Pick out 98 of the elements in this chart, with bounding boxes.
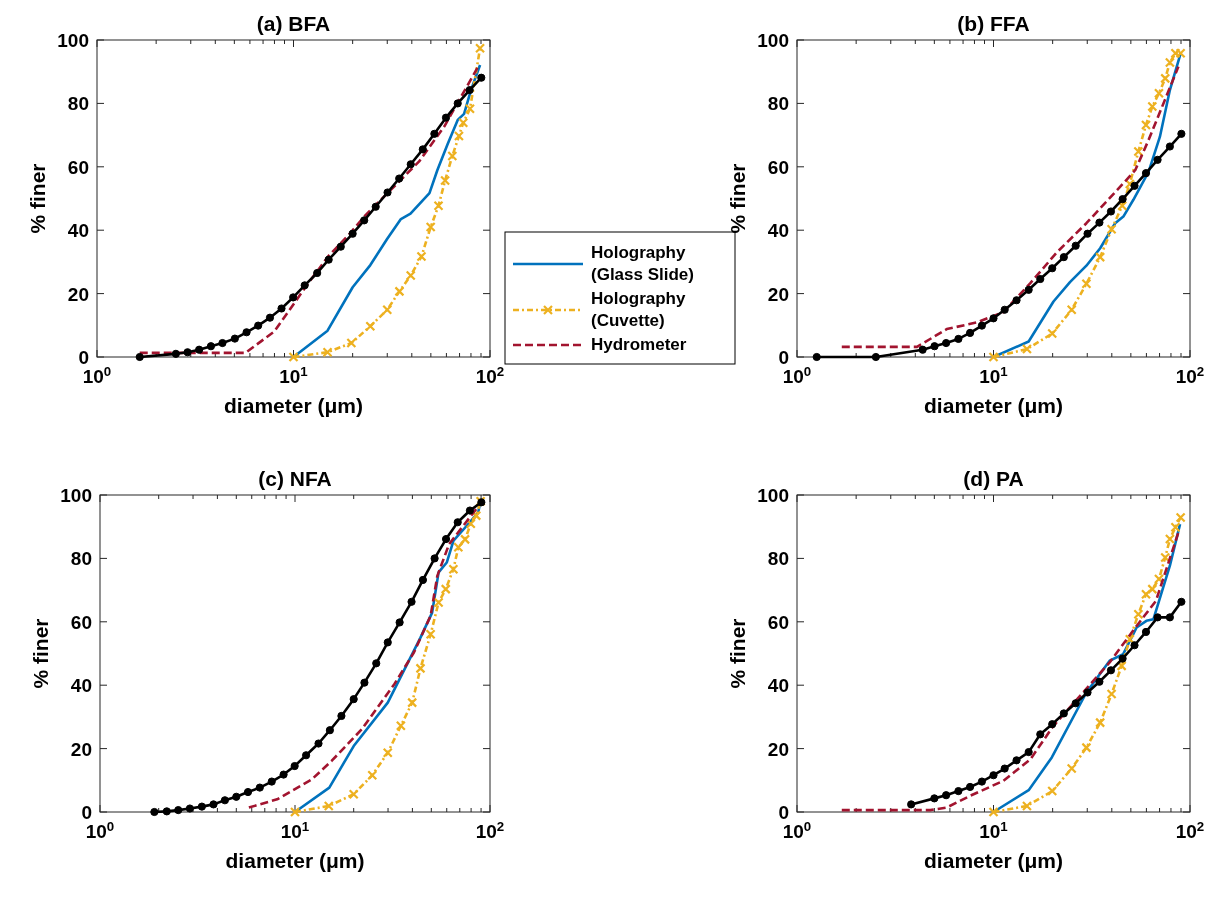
y-tick-label: 100 <box>60 485 92 506</box>
y-tick-label: 40 <box>767 675 789 697</box>
y-tick-label: 20 <box>767 738 789 760</box>
y-tick-label: 80 <box>767 548 789 570</box>
x-tick-label: 10$^{1}$ <box>979 363 1009 387</box>
point <box>255 783 264 792</box>
y-axis-title: % finer <box>726 618 749 689</box>
y-tick-label: 60 <box>70 611 92 633</box>
y-tick-label: 100 <box>757 485 789 506</box>
point <box>195 345 204 354</box>
point <box>430 554 439 563</box>
x-tick-label: 10$^{1}$ <box>279 363 309 387</box>
y-tick-label: 60 <box>67 156 89 178</box>
point <box>407 597 416 606</box>
point <box>477 73 486 82</box>
x-tick-label: 10$^{2}$ <box>475 363 505 387</box>
point <box>336 242 345 251</box>
point <box>465 506 475 515</box>
point <box>171 349 180 358</box>
point <box>313 268 322 278</box>
point <box>265 313 275 322</box>
point <box>218 338 227 348</box>
y-tick-label: 20 <box>67 283 89 305</box>
legend-label: Hydrometer <box>591 335 687 354</box>
chart-title: (b) FFA <box>957 12 1030 35</box>
point <box>383 638 392 647</box>
y-tick-label: 60 <box>767 611 789 633</box>
legend-label: Holography (Cuvette) <box>591 289 686 330</box>
x-tick-label: 10$^{1}$ <box>979 818 1009 842</box>
point <box>302 751 311 760</box>
point <box>197 802 206 811</box>
point <box>324 255 333 264</box>
point <box>371 202 380 211</box>
point <box>206 342 216 351</box>
point <box>383 188 392 197</box>
point <box>185 804 194 813</box>
point <box>372 659 381 668</box>
point <box>242 328 251 337</box>
point <box>441 113 451 122</box>
point <box>406 160 415 169</box>
y-tick-label: 100 <box>57 30 89 51</box>
point <box>430 129 439 138</box>
point <box>162 807 171 816</box>
point <box>150 807 159 817</box>
x-axis-title: diameter (μm) <box>924 849 1063 872</box>
x-axis-title: diameter (μm) <box>924 394 1063 417</box>
y-tick-label: 40 <box>767 220 789 242</box>
y-tick-label: 40 <box>70 675 92 697</box>
y-tick-label: 100 <box>757 30 789 51</box>
point <box>279 770 288 779</box>
y-tick-label: 80 <box>70 548 92 570</box>
x-axis-title: diameter (μm) <box>224 394 363 417</box>
y-tick-label: 20 <box>70 738 92 760</box>
y-tick-label: 80 <box>767 93 789 115</box>
x-axis-title: diameter (μm) <box>225 849 365 872</box>
point <box>348 229 357 238</box>
point <box>314 739 323 748</box>
chart-title: (a) BFA <box>256 12 331 35</box>
x-tick-label: 10$^{2}$ <box>475 818 505 842</box>
point <box>453 518 462 527</box>
point <box>453 99 462 108</box>
legend-label: Holography (Glass Slide) <box>591 243 694 284</box>
point <box>325 726 334 735</box>
point <box>254 321 263 330</box>
point <box>360 678 369 687</box>
point <box>243 787 253 797</box>
point <box>395 618 404 627</box>
point <box>418 575 428 585</box>
y-tick-label: 60 <box>767 156 789 178</box>
y-axis-title: % finer <box>29 618 52 689</box>
point <box>441 534 451 544</box>
y-tick-label: 80 <box>67 93 89 115</box>
point <box>290 761 299 771</box>
point <box>289 293 298 302</box>
point <box>349 695 358 704</box>
x-tick-label: 10$^{2}$ <box>1175 818 1205 842</box>
point <box>220 796 229 805</box>
chart-title: (c) NFA <box>258 467 332 490</box>
y-axis-title: % finer <box>726 163 749 234</box>
point <box>465 85 474 95</box>
point <box>209 800 218 809</box>
point <box>337 711 346 721</box>
point <box>360 216 369 225</box>
point <box>183 348 192 357</box>
y-tick-label: 40 <box>67 220 89 242</box>
point <box>267 777 276 786</box>
point <box>277 304 286 313</box>
y-axis-title: % finer <box>26 163 49 234</box>
point <box>418 145 427 154</box>
point <box>300 281 309 290</box>
y-tick-label: 20 <box>767 283 789 305</box>
point <box>174 806 183 815</box>
point <box>230 334 239 343</box>
x-tick-label: 10$^{1}$ <box>280 818 310 842</box>
x-tick-label: 10$^{2}$ <box>1175 363 1205 387</box>
point <box>395 174 404 183</box>
point <box>232 792 241 801</box>
chart-title: (d) PA <box>963 467 1024 490</box>
